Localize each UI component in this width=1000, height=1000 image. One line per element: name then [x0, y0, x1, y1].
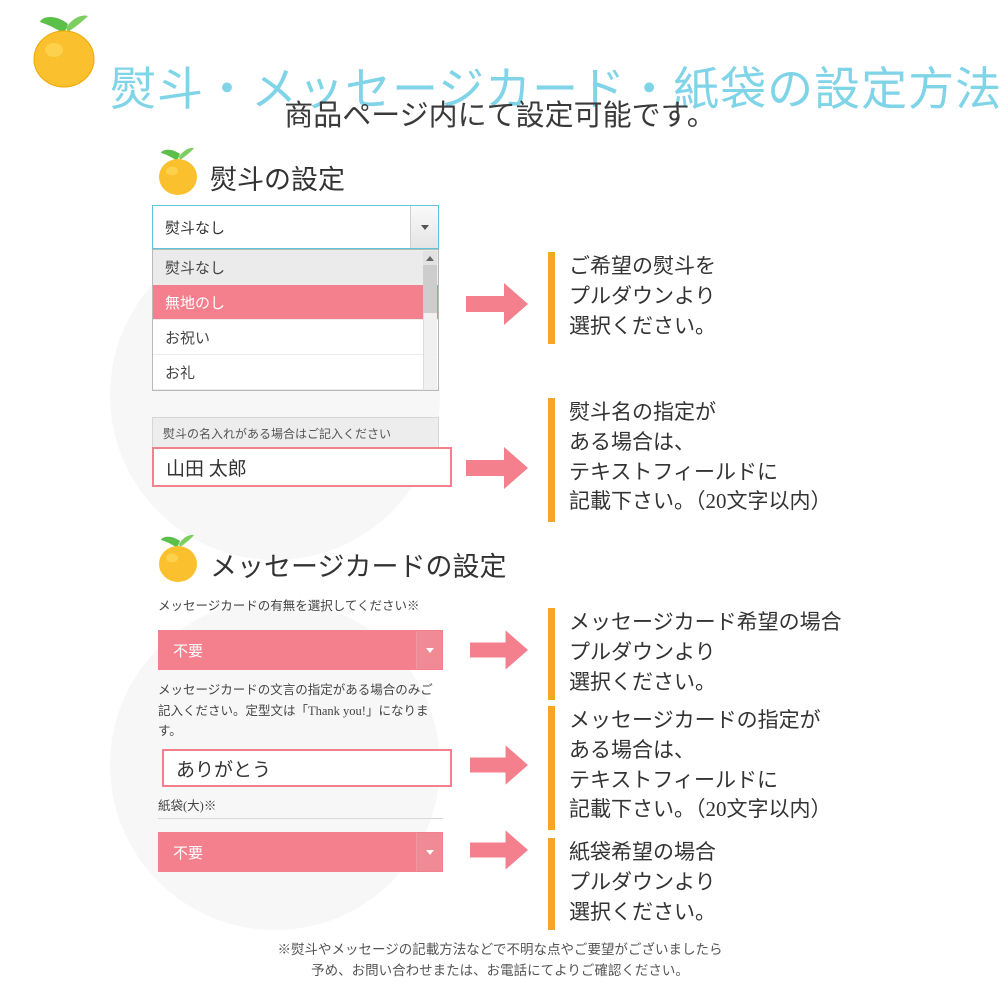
card-select-label: メッセージカードの有無を選択してください※	[158, 599, 420, 613]
chevron-down-icon-card[interactable]	[416, 631, 442, 669]
callout-text: メッセージカード希望の場合 プルダウンより 選択ください。	[569, 610, 842, 694]
bag-label: 紙袋(大)※	[158, 799, 217, 813]
callout-text: 紙袋希望の場合 プルダウンより 選択ください。	[569, 840, 716, 924]
callout-bar	[548, 608, 555, 700]
dropdown-option[interactable]: お礼	[153, 355, 438, 390]
chevron-down-icon-bag[interactable]	[416, 833, 442, 871]
callout-3: メッセージカード希望の場合 プルダウンより 選択ください。	[548, 608, 842, 700]
section-heading-card: メッセージカードの設定	[210, 552, 507, 582]
card-text-value: ありがとう	[176, 759, 272, 781]
bag-select[interactable]: 不要	[158, 832, 443, 872]
scroll-up-icon[interactable]	[423, 251, 437, 265]
right-arrow-icon-4	[470, 745, 528, 790]
noshi-dropdown-list[interactable]: 熨斗なし 無地のし お祝い お礼	[152, 249, 439, 391]
callout-text: 熨斗名の指定が ある場合は、 テキストフィールドに 記載下さい。（20文字以内）	[569, 400, 832, 514]
dropdown-option[interactable]: お祝い	[153, 320, 438, 355]
card-text-label: メッセージカードの文言の指定がある場合のみご 記入ください。定型文は「Thank…	[158, 683, 433, 739]
callout-text: ご希望の熨斗を プルダウンより 選択ください。	[569, 254, 716, 338]
callout-bar	[548, 838, 555, 930]
bag-select-value: 不要	[173, 845, 204, 862]
dropdown-option[interactable]: 熨斗なし	[153, 250, 438, 285]
noshi-name-label: 熨斗の名入れがある場合はご記入ください	[152, 417, 439, 450]
right-arrow-icon-1	[466, 283, 528, 330]
callout-bar	[548, 398, 555, 522]
page-subtitle: 商品ページ内にて設定可能です。	[284, 100, 716, 132]
dropdown-option-selected[interactable]: 無地のし	[153, 285, 438, 320]
section-heading-noshi: 熨斗の設定	[210, 165, 345, 195]
card-text-input[interactable]: ありがとう	[162, 749, 452, 787]
dropdown-scroll-thumb[interactable]	[423, 265, 437, 313]
chevron-down-icon-noshi[interactable]	[410, 206, 438, 248]
mandarin-orange-icon-section1	[150, 146, 206, 198]
right-arrow-icon-2	[466, 447, 528, 494]
callout-bar	[548, 252, 555, 344]
noshi-name-value: 山田 太郎	[166, 458, 247, 480]
callout-text: メッセージカードの指定が ある場合は、 テキストフィールドに 記載下さい。（20…	[569, 708, 832, 822]
callout-4: メッセージカードの指定が ある場合は、 テキストフィールドに 記載下さい。（20…	[548, 706, 832, 830]
noshi-select[interactable]: 熨斗なし	[152, 205, 439, 249]
callout-5: 紙袋希望の場合 プルダウンより 選択ください。	[548, 838, 716, 930]
card-select-value: 不要	[173, 643, 204, 660]
noshi-name-input[interactable]: 山田 太郎	[152, 447, 452, 487]
noshi-select-value: 熨斗なし	[165, 220, 226, 237]
callout-1: ご希望の熨斗を プルダウンより 選択ください。	[548, 252, 716, 344]
mandarin-orange-icon-section2	[150, 533, 206, 585]
callout-2: 熨斗名の指定が ある場合は、 テキストフィールドに 記載下さい。（20文字以内）	[548, 398, 832, 522]
mandarin-orange-icon-title	[22, 12, 108, 90]
footer-note: ※熨斗やメッセージの記載方法などで不明な点やご要望がございましたら 予め、お問い…	[277, 941, 723, 979]
right-arrow-icon-5	[470, 830, 528, 875]
bag-label-divider	[158, 818, 443, 819]
page-title: 熨斗・メッセージカード・紙袋の設定方法	[110, 63, 1000, 115]
callout-bar	[548, 706, 555, 830]
right-arrow-icon-3	[470, 630, 528, 675]
card-select[interactable]: 不要	[158, 630, 443, 670]
